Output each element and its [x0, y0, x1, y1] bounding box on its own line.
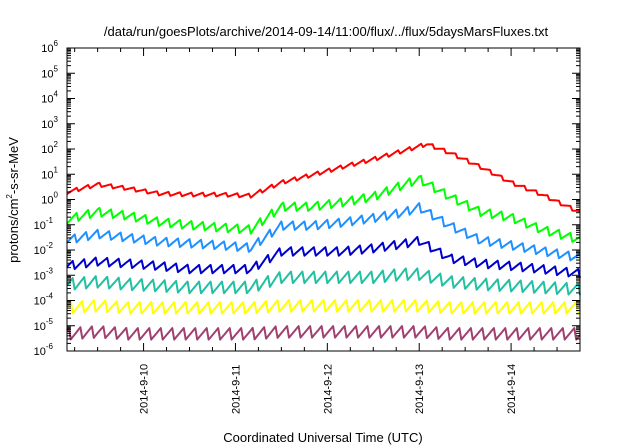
y-tick-label: 10-3: [34, 266, 54, 282]
y-tick-label: 10-2: [34, 241, 54, 257]
y-tick-label: 10-4: [34, 292, 54, 308]
y-tick-label: 103: [41, 115, 58, 131]
series-line: [66, 267, 581, 296]
y-tick-label: 101: [41, 165, 58, 181]
x-tick-label: 2014-9-12: [322, 364, 334, 414]
series-line: [66, 299, 581, 315]
y-tick-label: 102: [41, 140, 58, 156]
series-line: [66, 142, 581, 213]
series-line: [66, 202, 581, 262]
y-tick-label: 100: [41, 191, 58, 207]
y-tick-label: 106: [41, 39, 58, 55]
y-axis-label: protons/cm2-s-sr-MeV: [5, 137, 21, 263]
y-tick-label: 10-6: [34, 342, 54, 358]
x-tick-label: 2014-9-10: [139, 364, 151, 414]
x-axis-ticks: 2014-9-10 2014-9-11 2014-9-12 2014-9-13 2014…: [74, 48, 581, 414]
chart-title: /data/run/goesPlots/archive/2014-09-14/1…: [104, 24, 549, 39]
y-tick-label: 10-5: [34, 317, 54, 333]
y-tick-label: 105: [41, 64, 58, 80]
x-tick-label: 2014-9-11: [230, 365, 242, 414]
x-tick-label: 2014-9-14: [506, 364, 518, 414]
y-tick-label: 104: [41, 90, 58, 106]
x-tick-label: 2014-9-13: [414, 364, 426, 414]
series-line: [66, 174, 581, 243]
series-line: [66, 235, 581, 278]
series-line: [66, 325, 581, 341]
x-axis-label: Coordinated Universal Time (UTC): [223, 430, 422, 445]
y-axis-ticks: 10-6 10-5 10-4 10-3 10-2 10-1 100 101 102 103 104 1…: [34, 39, 580, 358]
y-tick-label: 10-1: [34, 216, 54, 232]
series-layer: [66, 142, 581, 341]
